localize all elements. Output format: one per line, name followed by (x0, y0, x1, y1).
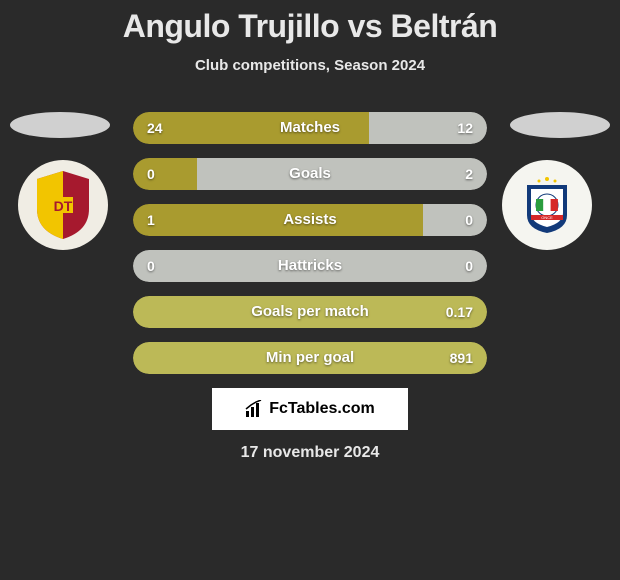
stat-value-right: 891 (450, 342, 473, 374)
comparison-area: DT ONCE Matches2412Goals02Assists10Hattr… (0, 112, 620, 374)
svg-text:DT: DT (54, 198, 73, 214)
page-subtitle: Club competitions, Season 2024 (0, 57, 620, 74)
chart-icon (245, 400, 265, 418)
stat-label: Min per goal (133, 342, 487, 374)
stat-value-right: 2 (465, 158, 473, 190)
stat-label: Goals (133, 158, 487, 190)
crest-icon: ONCE (519, 175, 575, 235)
stat-label: Goals per match (133, 296, 487, 328)
stat-value-right: 12 (457, 112, 473, 144)
brand-badge: FcTables.com (212, 388, 408, 430)
stat-row: Hattricks0 0 (133, 250, 487, 282)
shield-icon: DT (33, 169, 93, 241)
left-club-logo: DT (18, 160, 118, 250)
stat-row: Assists1 0 (133, 204, 487, 236)
stat-label: Assists (133, 204, 487, 236)
stat-value-left: 24 (147, 112, 163, 144)
stat-row: Goals per match0.17 (133, 296, 487, 328)
right-club-logo: ONCE (502, 160, 602, 250)
snapshot-date: 17 november 2024 (0, 444, 620, 462)
page-title: Angulo Trujillo vs Beltrán (0, 0, 620, 45)
stat-bars: Matches2412Goals02Assists10Hattricks00Go… (133, 112, 487, 374)
stat-value-right: 0 (465, 204, 473, 236)
stat-row: Goals0 2 (133, 158, 487, 190)
right-player-ellipse (510, 112, 610, 138)
stat-row: Min per goal891 (133, 342, 487, 374)
svg-text:ONCE: ONCE (541, 215, 553, 220)
stat-label: Matches (133, 112, 487, 144)
stat-value-right: 0.17 (446, 296, 473, 328)
brand-text: FcTables.com (269, 400, 375, 418)
stat-value-left: 0 (147, 250, 155, 282)
left-player-ellipse (10, 112, 110, 138)
stat-label: Hattricks (133, 250, 487, 282)
stat-row: Matches24 12 (133, 112, 487, 144)
stat-value-left: 1 (147, 204, 155, 236)
stat-value-right: 0 (465, 250, 473, 282)
stat-value-left: 0 (147, 158, 155, 190)
